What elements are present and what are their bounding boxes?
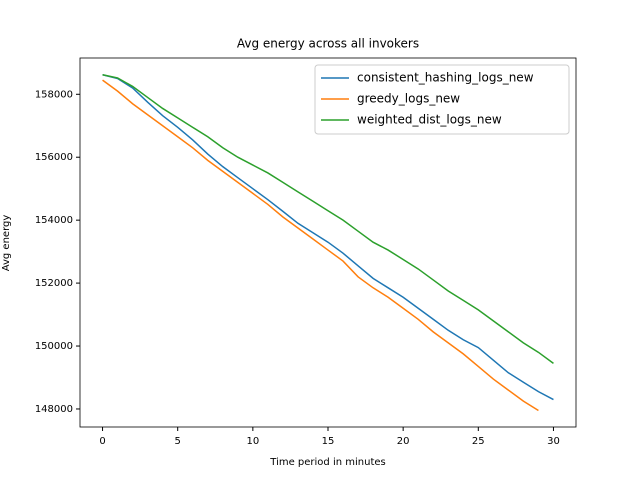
x-axis-label: Time period in minutes [269,457,385,468]
x-tick-label: 10 [246,436,259,447]
y-tick-label: 154000 [35,215,73,226]
chart-title: Avg energy across all invokers [237,37,419,51]
y-axis-label: Avg energy [1,215,12,272]
line [102,74,554,364]
line [102,79,539,412]
x-tick-label: 0 [99,436,105,447]
x-tick-label: 5 [175,436,181,447]
y-tick-label: 148000 [35,404,73,415]
legend-label: weighted_dist_logs_new [357,113,502,127]
x-tick-label: 25 [472,436,485,447]
y-tick-label: 158000 [35,89,73,100]
y-tick-label: 152000 [35,278,73,289]
y-tick-label: 150000 [35,341,73,352]
legend-label: greedy_logs_new [357,92,460,106]
y-tick-label: 156000 [35,152,73,163]
x-tick-label: 20 [397,436,410,447]
plot-frame [79,57,577,428]
legend-label: consistent_hashing_logs_new [357,71,534,85]
line [102,74,554,401]
legend-box [314,64,570,135]
x-tick-label: 30 [547,436,560,447]
x-tick-label: 15 [322,436,335,447]
